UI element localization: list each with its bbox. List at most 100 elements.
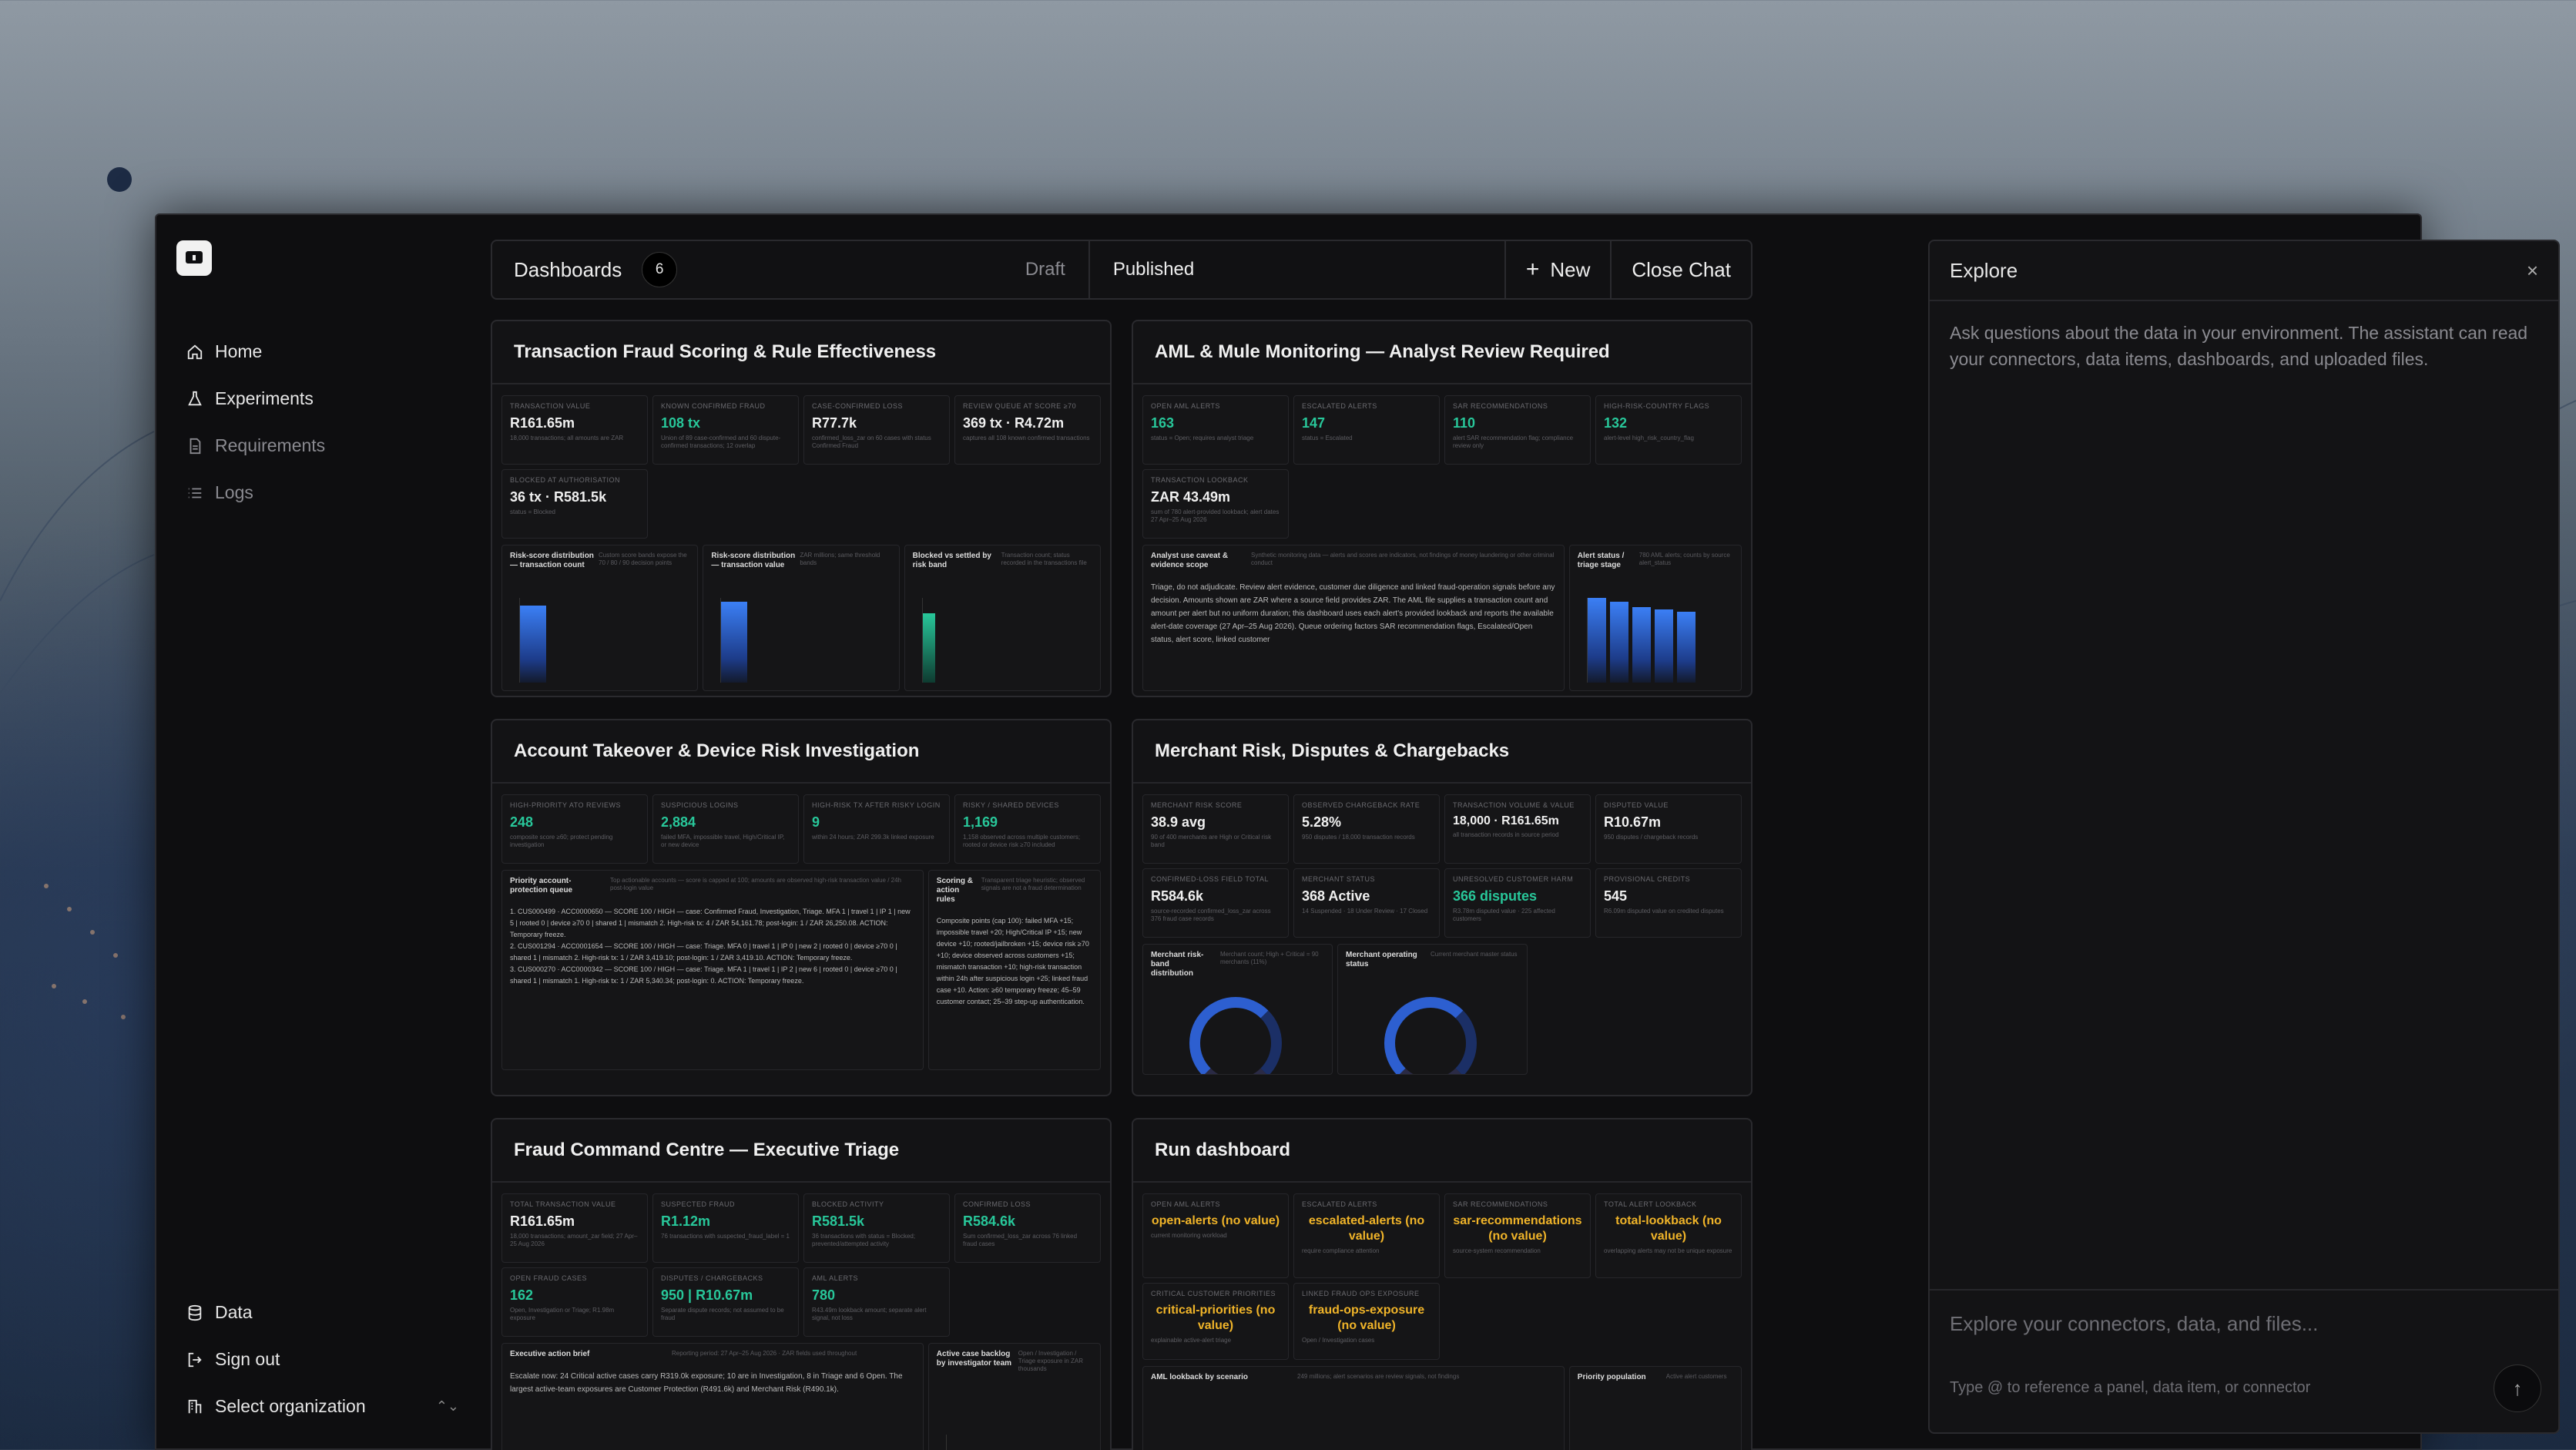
sidebar-item-requirements[interactable]: Requirements <box>186 435 325 456</box>
chart-panel: Blocked vs settled by risk band Transacti… <box>904 545 1101 691</box>
sidebar-item-label: Experiments <box>215 388 314 408</box>
chart-panel: Merchant risk-band distribution Merchant … <box>1142 944 1333 1075</box>
building-icon <box>186 1398 204 1416</box>
stat-tile: HIGH-RISK TX AFTER RISKY LOGIN 9 within 24… <box>803 794 950 864</box>
dashboard-card[interactable]: Fraud Command Centre — Executive Triage … <box>491 1118 1112 1450</box>
plus-icon: + <box>1525 257 1540 282</box>
sidebar-item-logs[interactable]: Logs <box>186 482 253 503</box>
sign-out-icon <box>186 1351 204 1369</box>
sidebar-item-experiments[interactable]: Experiments <box>186 388 314 409</box>
stat-tile: MERCHANT RISK SCORE 38.9 avg 90 of 400 mer… <box>1142 794 1289 864</box>
dashboard-count-badge: 6 <box>642 252 678 287</box>
stat-tile: CONFIRMED LOSS R584.6k Sum confirmed_loss_… <box>954 1193 1101 1263</box>
stat-tile: SUSPECTED FRAUD R1.12m 76 transactions wit… <box>652 1193 799 1263</box>
stat-tile: TRANSACTION VALUE R161.65m 18,000 transact… <box>501 395 648 465</box>
send-button[interactable]: ↑ <box>2494 1364 2541 1412</box>
donut-chart <box>1384 997 1477 1074</box>
sidebar-item-sign-out[interactable]: Sign out <box>186 1349 280 1370</box>
chart-panel: Risk-score distribution — transaction va… <box>703 545 900 691</box>
chart-panel: Active case backlog by investigator team… <box>927 1343 1101 1450</box>
page-title: Dashboards <box>514 257 622 281</box>
card-title: Account Takeover & Device Risk Investiga… <box>492 720 1110 784</box>
app-window: Home Experiments Requirements Logs Data … <box>155 213 2560 1450</box>
caveat-panel: Analyst use caveat & evidence scope Synth… <box>1142 545 1565 691</box>
stat-tile: TOTAL ALERT LOOKBACK total-lookback (no v… <box>1595 1193 1742 1278</box>
sidebar-item-home[interactable]: Home <box>186 341 262 362</box>
stat-tile: TRANSACTION VOLUME & VALUE 18,000 · R161.… <box>1444 794 1591 864</box>
stat-tile: MERCHANT STATUS 368 Active 14 Suspended · … <box>1293 868 1440 938</box>
stat-tile: ESCALATED ALERTS escalated-alerts (no val… <box>1293 1193 1440 1278</box>
card-title: Fraud Command Centre — Executive Triage <box>492 1119 1110 1183</box>
card-title: Merchant Risk, Disputes & Chargebacks <box>1133 720 1751 784</box>
chart-panel: Alert status / triage stage 780 AML alert… <box>1568 545 1742 691</box>
new-label: New <box>1550 257 1591 281</box>
sidebar-item-label: Logs <box>215 482 253 502</box>
stat-tile: BLOCKED ACTIVITY R581.5k 36 transactions w… <box>803 1193 950 1263</box>
chart-panel: Risk-score distribution — transaction co… <box>501 545 699 691</box>
new-dashboard-button[interactable]: + New <box>1504 241 1611 298</box>
close-icon[interactable]: × <box>2526 258 2538 282</box>
explore-panel: Explore × Ask questions about the data in… <box>1928 240 2560 1434</box>
stat-tile: BLOCKED AT AUTHORISATION 36 tx · R581.5k s… <box>501 469 648 539</box>
flask-icon <box>186 390 204 408</box>
chat-input[interactable]: Explore your connectors, data, and files… <box>1950 1312 2319 1335</box>
chart-bar <box>721 602 748 683</box>
list-icon <box>186 484 204 502</box>
stat-tile: SAR RECOMMENDATIONS 110 alert SAR recommen… <box>1444 395 1591 465</box>
chart-bar <box>520 606 546 683</box>
chart-bar <box>1587 598 1606 683</box>
explore-description: Ask questions about the data in your env… <box>1950 323 2528 369</box>
stat-tile: ESCALATED ALERTS 147 status = Escalated <box>1293 395 1440 465</box>
stat-tile: RISKY / SHARED DEVICES 1,169 1,158 observe… <box>954 794 1101 864</box>
stat-tile: DISPUTES / CHARGEBACKS 950 | R10.67m Separ… <box>652 1267 799 1337</box>
stat-tile: LINKED FRAUD OPS EXPOSURE fraud-ops-expos… <box>1293 1283 1440 1360</box>
stat-tile: TOTAL TRANSACTION VALUE R161.65m 18,000 tr… <box>501 1193 648 1263</box>
dashboard-card[interactable]: Merchant Risk, Disputes & Chargebacks ME… <box>1132 719 1753 1096</box>
chart-panel: Merchant operating status Current merchan… <box>1337 944 1528 1075</box>
database-icon <box>186 1304 204 1322</box>
explore-title: Explore <box>1950 258 2018 282</box>
chat-input-area[interactable]: Explore your connectors, data, and files… <box>1930 1289 2558 1432</box>
card-title: Run dashboard <box>1133 1119 1751 1183</box>
sidebar-item-label: Data <box>215 1302 253 1322</box>
close-chat-button[interactable]: Close Chat <box>1610 241 1751 298</box>
stat-tile: REVIEW QUEUE AT SCORE ≥70 369 tx · R4.72m… <box>954 395 1101 465</box>
chat-hint: Type @ to reference a panel, data item, … <box>1950 1379 2311 1396</box>
document-icon <box>186 437 204 455</box>
sidebar-item-label: Select organization <box>215 1396 366 1416</box>
stat-tile: UNRESOLVED CUSTOMER HARM 366 disputes R3.7… <box>1444 868 1591 938</box>
sidebar-item-data[interactable]: Data <box>186 1302 253 1323</box>
stat-tile: AML ALERTS 780 R43.49m lookback amount; se… <box>803 1267 950 1337</box>
stat-tile: TRANSACTION LOOKBACK AMOUNTZAR 43.49msum… <box>1142 469 1289 539</box>
queue-panel: Priority account-protection queue Top act… <box>501 870 924 1070</box>
dashboard-card[interactable]: Transaction Fraud Scoring & Rule Effecti… <box>491 320 1112 697</box>
stat-tile: HIGH-PRIORITY ATO REVIEWS 248 composite sc… <box>501 794 648 864</box>
chart-panel: Priority population Active alert customer… <box>1568 1366 1742 1450</box>
dashboard-card[interactable]: Run dashboard OPEN AML ALERTS open-alerts… <box>1132 1118 1753 1450</box>
chart-bar <box>1676 612 1696 683</box>
stat-tile: CASE-CONFIRMED LOSS R77.7k confirmed_loss_… <box>803 395 950 465</box>
rules-panel: Scoring & action rules Transparent triage… <box>927 870 1101 1070</box>
app-logo[interactable] <box>176 240 212 276</box>
chart-bar <box>1609 602 1628 683</box>
tab-draft[interactable]: Draft <box>1025 259 1065 280</box>
select-organization[interactable]: Select organization ⌃⌄ <box>186 1396 459 1417</box>
chevron-updown-icon: ⌃⌄ <box>435 1398 459 1414</box>
stat-tile: HIGH-RISK-COUNTRY FLAGS 132 alert-level hi… <box>1595 395 1742 465</box>
tab-published[interactable]: Published <box>1088 241 1504 298</box>
stat-tile: SAR RECOMMENDATIONS sar-recommendations (… <box>1444 1193 1591 1278</box>
stat-tile: CONFIRMED-LOSS FIELD TOTAL R584.6k source-… <box>1142 868 1289 938</box>
chart-bar <box>1632 607 1651 683</box>
sidebar-item-label: Sign out <box>215 1349 280 1369</box>
dashboard-card[interactable]: Account Takeover & Device Risk Investiga… <box>491 719 1112 1096</box>
stat-tile: OPEN FRAUD CASES 162 Open, Investigation o… <box>501 1267 648 1337</box>
chart-bar <box>922 613 935 683</box>
dashboard-card[interactable]: AML & Mule Monitoring — Analyst Review R… <box>1132 320 1753 697</box>
donut-chart <box>1189 997 1282 1074</box>
sidebar-item-label: Home <box>215 341 263 361</box>
stat-tile: OPEN AML ALERTS open-alerts (no value) cur… <box>1142 1193 1289 1278</box>
home-icon <box>186 343 204 361</box>
stat-tile: PROVISIONAL CREDITS 545 R6.09m disputed va… <box>1595 868 1742 938</box>
stat-tile: KNOWN CONFIRMED FRAUD 108 tx Union of 89 c… <box>652 395 799 465</box>
dashboards-header: Dashboards 6 Draft Published + New Close … <box>491 240 1753 300</box>
